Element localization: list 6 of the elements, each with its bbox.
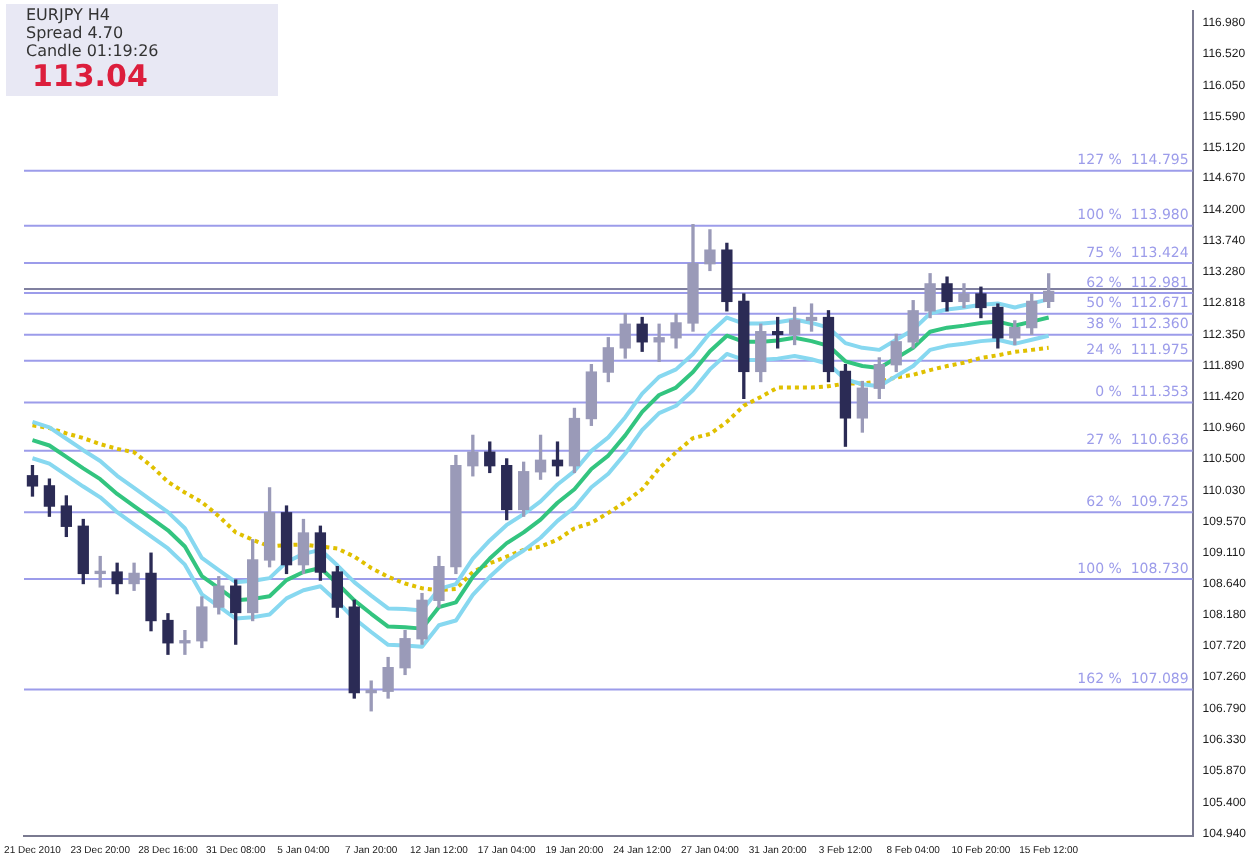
annotation: Candle 01:19:26: [26, 42, 161, 60]
candlestick: [653, 323, 665, 362]
annotation: EURJPY H4: [26, 6, 113, 24]
annotation: 113.04: [30, 58, 150, 94]
candlestick: [179, 629, 191, 655]
annotation: Spread 4.70: [26, 24, 126, 42]
